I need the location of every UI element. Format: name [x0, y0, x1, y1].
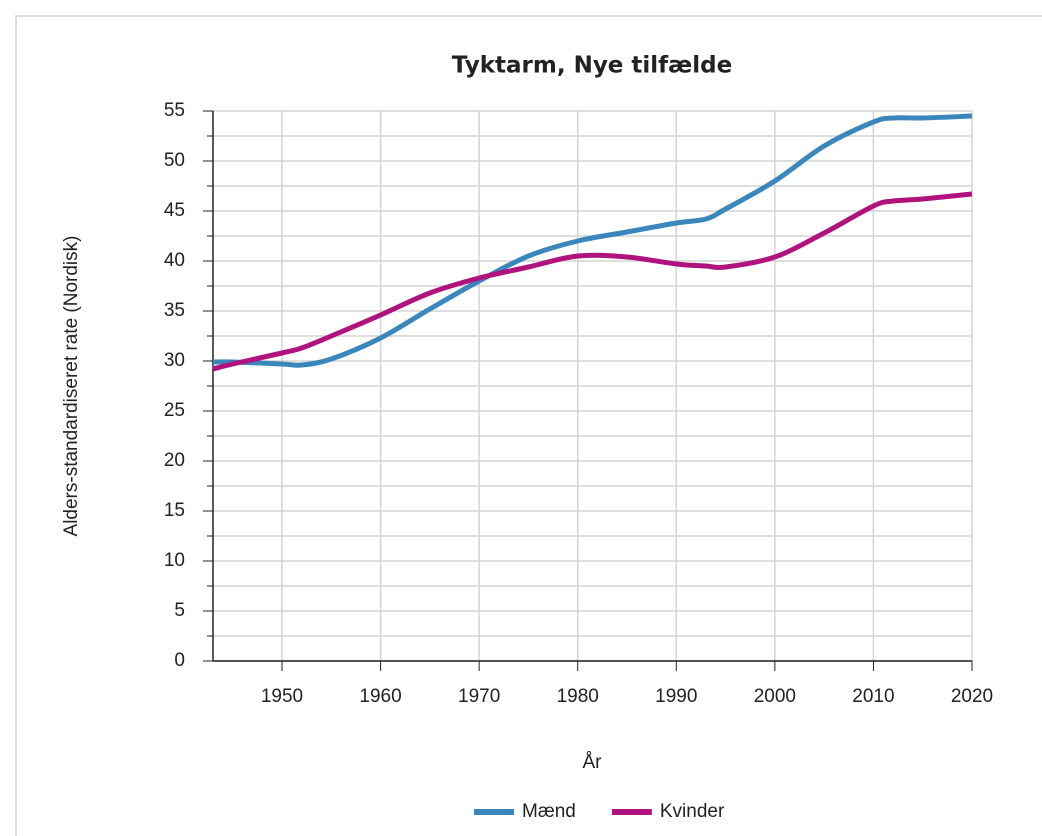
chart-frame: [15, 15, 1042, 836]
x-axis-label: År: [583, 752, 603, 773]
y-tick-label: 30: [164, 350, 185, 371]
y-tick-label: 0: [174, 650, 185, 671]
chart-title: Tyktarm, Nye tilfælde: [452, 53, 732, 79]
y-tick-label: 35: [164, 300, 185, 321]
y-tick-label: 15: [164, 500, 185, 521]
x-tick-label: 2020: [951, 686, 993, 707]
x-tick-label: 1970: [458, 686, 500, 707]
y-tick-label: 5: [174, 600, 185, 621]
series-line: [212, 191, 973, 372]
legend-label: Mænd: [522, 801, 576, 822]
x-tick-label: 2010: [852, 686, 894, 707]
y-axis-label: Alders-standardiseret rate (Nordisk): [61, 236, 82, 537]
x-tick-label: 1960: [359, 686, 401, 707]
y-tick-label: 40: [164, 250, 185, 271]
x-tick-label: 1980: [557, 686, 599, 707]
y-tick-label: 10: [164, 550, 185, 571]
x-tick-label: 2000: [754, 686, 796, 707]
x-tick-label: 1990: [655, 686, 697, 707]
y-tick-label: 20: [164, 450, 185, 471]
y-tick-label: 25: [164, 400, 185, 421]
x-tick-label: 1950: [261, 686, 303, 707]
y-tick-label: 55: [164, 100, 185, 121]
series-line: [212, 113, 973, 368]
y-tick-label: 45: [164, 200, 185, 221]
y-tick-label: 50: [164, 150, 185, 171]
legend-label: Kvinder: [660, 801, 725, 822]
